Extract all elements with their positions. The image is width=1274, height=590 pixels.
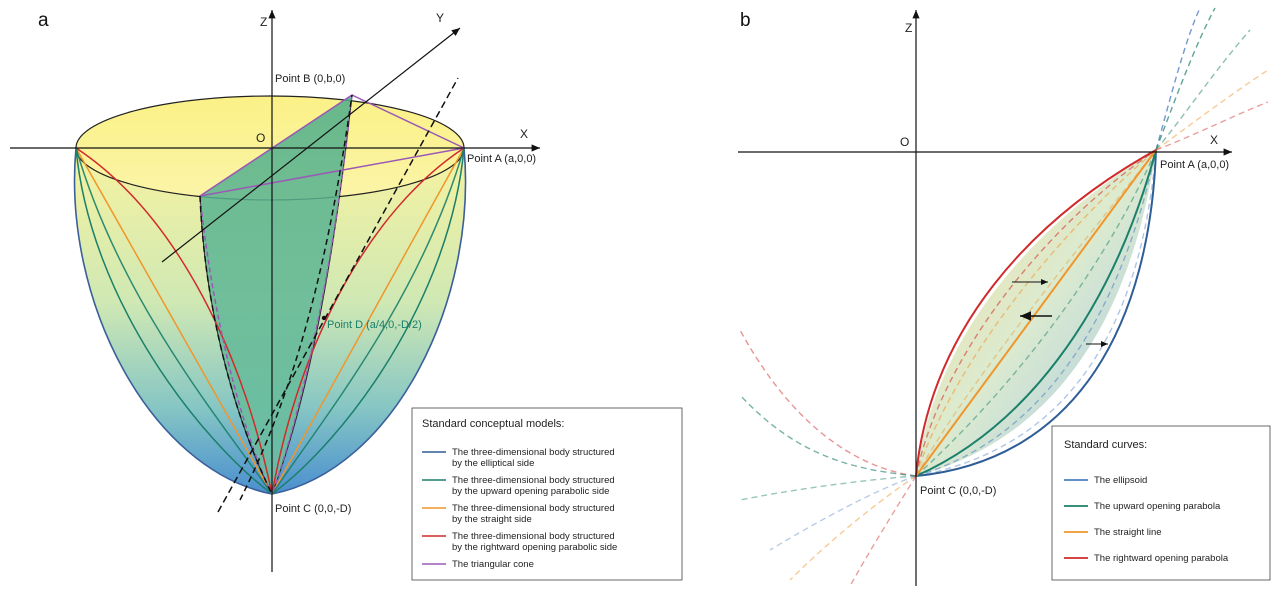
point-d-label: Point D (a/4,0,-D/2): [327, 319, 422, 331]
svg-text:by the elliptical side: by the elliptical side: [452, 458, 534, 469]
z-axis-label-b: Z: [905, 21, 912, 35]
legend-b-title: Standard curves:: [1064, 439, 1147, 451]
legend-b-item: The upward opening parabola: [1064, 501, 1221, 512]
point-b-label: Point B (0,b,0): [275, 73, 345, 85]
panel-b: b: [738, 7, 1271, 587]
svg-text:by the upward opening paraboli: by the upward opening parabolic side: [452, 486, 609, 497]
svg-text:The three-dimensional body str: The three-dimensional body structured: [452, 475, 615, 486]
panel-a: a: [10, 9, 683, 581]
legend-a-item: The three-dimensional body structured by…: [422, 475, 615, 497]
point-c-label-b: Point C (0,0,-D): [920, 485, 996, 497]
svg-text:The three-dimensional body str: The three-dimensional body structured: [452, 447, 615, 458]
svg-text:The straight line: The straight line: [1094, 527, 1162, 538]
point-a-label-b: Point A (a,0,0): [1160, 159, 1229, 171]
standard-curves: [915, 149, 1157, 477]
legend-b-item: The ellipsoid: [1064, 475, 1147, 486]
legend-a-item: The three-dimensional body structured by…: [422, 531, 617, 553]
axes-a: [10, 9, 540, 572]
legend-b-item: The straight line: [1064, 527, 1162, 538]
x-axis-label-b: X: [1210, 133, 1218, 147]
legend-a: Standard conceptual models: The three-di…: [411, 407, 683, 581]
legend-b: Standard curves: The ellipsoid The upwar…: [1051, 425, 1271, 581]
curve-rightward-parabola: [915, 149, 1157, 477]
legend-b-item: The rightward opening parabola: [1064, 553, 1229, 564]
svg-text:The upward opening parabola: The upward opening parabola: [1094, 501, 1221, 512]
direction-arrows: [1012, 279, 1108, 347]
panel-a-letter: a: [38, 10, 49, 31]
svg-text:The triangular cone: The triangular cone: [452, 559, 534, 570]
svg-text:by the straight side: by the straight side: [452, 514, 532, 525]
origin-label: O: [256, 131, 265, 145]
dashed-curve-family: [739, 7, 1269, 587]
point-c-label: Point C (0,0,-D): [275, 503, 351, 515]
y-axis-label: Y: [436, 11, 444, 25]
svg-text:The ellipsoid: The ellipsoid: [1094, 475, 1147, 486]
legend-a-title: Standard conceptual models:: [422, 418, 564, 430]
point-d-marker: [321, 315, 327, 321]
x-axis-label: X: [520, 127, 528, 141]
legend-a-item: The three-dimensional body structured by…: [422, 447, 615, 469]
axes-b: [738, 9, 1232, 586]
meridian-curves: [75, 77, 465, 513]
z-axis-label: Z: [260, 15, 267, 29]
origin-label-b: O: [900, 135, 909, 149]
panel-b-letter: b: [740, 10, 751, 31]
curve-straight-line: [915, 149, 1157, 477]
legend-a-item: The triangular cone: [422, 559, 534, 570]
legend-a-item: The three-dimensional body structured by…: [422, 503, 615, 525]
svg-text:The rightward opening parabola: The rightward opening parabola: [1094, 553, 1229, 564]
curve-ellipsoid: [915, 149, 1157, 477]
point-a-label: Point A (a,0,0): [467, 153, 536, 165]
svg-text:The three-dimensional body str: The three-dimensional body structured: [452, 531, 615, 542]
svg-text:The three-dimensional body str: The three-dimensional body structured: [452, 503, 615, 514]
svg-text:by the rightward opening parab: by the rightward opening parabolic side: [452, 542, 617, 553]
curve-upward-parabola: [915, 149, 1157, 477]
